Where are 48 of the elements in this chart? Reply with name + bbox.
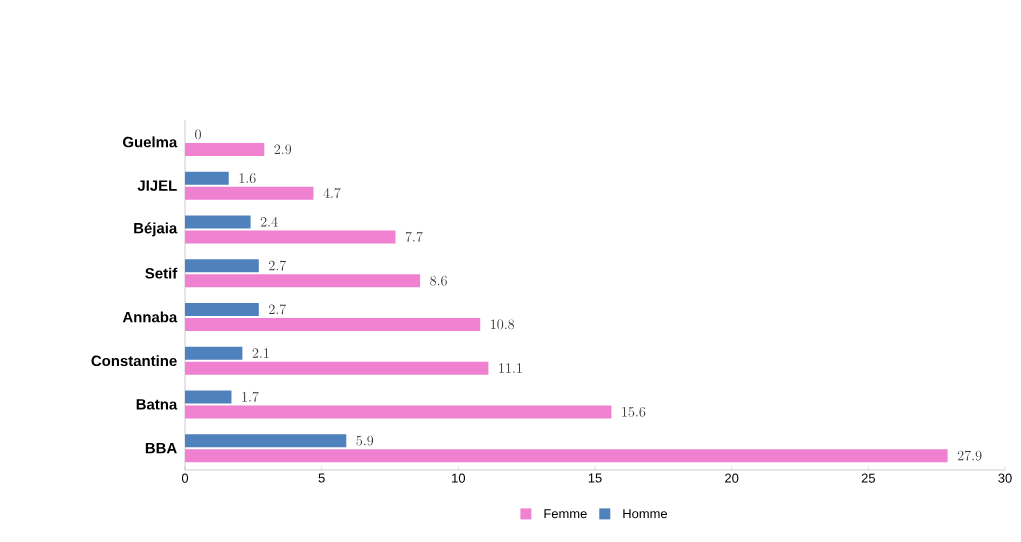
data-label: 8.6 xyxy=(430,275,447,286)
legend-label: Femme xyxy=(544,509,587,519)
data-label: 2.9 xyxy=(274,144,292,155)
bar xyxy=(185,405,612,419)
y-tick-label: JIJEL xyxy=(137,180,177,191)
data-label: 1 .7 xyxy=(242,391,259,402)
bar xyxy=(185,186,314,200)
data-label: 2.4 xyxy=(260,216,278,227)
bar xyxy=(185,361,489,375)
bar xyxy=(185,171,229,185)
y-tick-label: Béjaia xyxy=(134,222,178,237)
bar xyxy=(185,346,243,360)
data-label: 2.7 xyxy=(269,304,287,315)
x-tick-label: 5 xyxy=(318,473,325,483)
bar xyxy=(185,230,396,244)
x-tick-label: 0 xyxy=(181,473,189,483)
y-tick-label: Constantine xyxy=(91,355,177,367)
data-label: 10.8 xyxy=(491,319,515,330)
x-tick-label: 15 xyxy=(588,473,602,483)
bar xyxy=(185,215,251,229)
y-tick-label: Batna xyxy=(136,399,178,410)
data-label: 11 . 1 xyxy=(499,363,522,373)
bar xyxy=(185,274,421,288)
x-tick-label: 25 xyxy=(861,473,875,483)
bar xyxy=(185,317,481,331)
y-tick-label: Annaba xyxy=(122,311,178,323)
bar xyxy=(185,259,259,273)
bar xyxy=(185,390,232,404)
data-label: 27.9 xyxy=(957,450,982,461)
data-label: 5.9 xyxy=(356,435,374,446)
bar xyxy=(185,302,259,316)
y-tick-label: Guelma xyxy=(123,136,178,148)
x-tick-label: 10 xyxy=(452,473,466,483)
legend-label: Homme xyxy=(623,509,668,519)
data-label: 7.7 xyxy=(405,231,423,242)
x-tick-label: 30 xyxy=(998,473,1012,483)
data-label: 2. 1 xyxy=(252,348,269,358)
data-label: 15.6 xyxy=(622,406,646,417)
x-tick-label: 20 xyxy=(725,473,739,483)
y-tick-label: Setif xyxy=(145,267,178,279)
bar xyxy=(185,142,265,156)
data-label: 1 .6 xyxy=(239,173,256,184)
bar xyxy=(185,449,948,463)
data-label: 0 xyxy=(195,129,201,140)
y-tick-label: BBA xyxy=(145,442,177,454)
data-label: 2.7 xyxy=(269,260,287,271)
data-label: 4.7 xyxy=(323,188,341,199)
bar xyxy=(185,434,347,448)
